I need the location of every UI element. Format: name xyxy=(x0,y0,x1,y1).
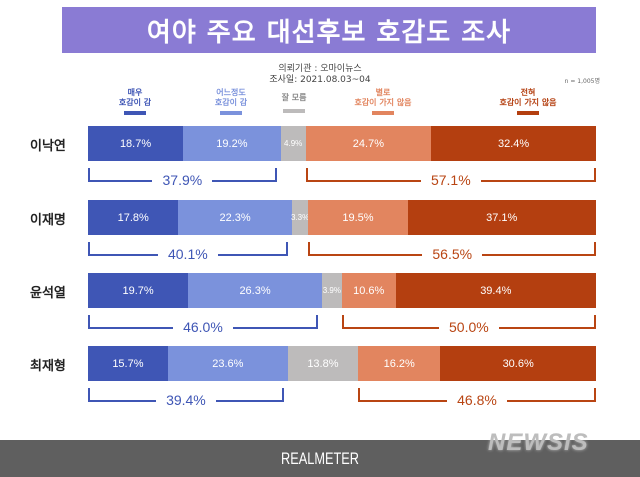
bar-segment: 4.9% xyxy=(280,126,306,161)
bar-segment: 19.2% xyxy=(183,126,281,161)
legend-label: 별로 xyxy=(375,88,391,97)
positive-total-label: 39.4% xyxy=(155,392,216,408)
chart-title: 여야 주요 대선후보 호감도 조사 xyxy=(146,17,512,48)
stacked-bar: 18.7% 19.2% 4.9% 24.7% 32.4% xyxy=(88,126,596,161)
legend-swatch xyxy=(283,109,305,113)
candidate-name: 최재형 xyxy=(30,359,66,374)
bar-segment: 19.7% xyxy=(88,273,189,308)
negative-total-label: 57.1% xyxy=(420,172,481,188)
bar-segment: 3.3% xyxy=(291,200,309,235)
legend-item: 전혀 호감이 가지 않음 xyxy=(483,88,573,115)
positive-total-label: 46.0% xyxy=(172,319,233,335)
legend-label: 호감이 가지 않음 xyxy=(354,98,412,107)
bar-segment: 26.3% xyxy=(188,273,322,308)
legend-label: 매우 xyxy=(127,88,143,97)
bar-segment: 18.7% xyxy=(88,126,184,161)
legend-item: 매우 호감이 감 xyxy=(90,88,180,115)
legend-label: 전혀 xyxy=(520,88,536,97)
survey-client: 의뢰기관 : 오마이뉴스 xyxy=(278,64,362,74)
bar-segment: 3.9% xyxy=(321,273,342,308)
footer: REALMETER xyxy=(0,440,640,477)
stacked-bar: 17.8% 22.3% 3.3% 19.5% 37.1% xyxy=(88,200,596,235)
bar-segment: 17.8% xyxy=(88,200,179,235)
legend-swatch xyxy=(517,111,539,115)
positive-total-label: 37.9% xyxy=(152,172,213,188)
bar-segment: 19.5% xyxy=(308,200,408,235)
candidate-name: 윤석열 xyxy=(30,286,66,301)
legend-label: 호감이 가지 않음 xyxy=(499,98,557,107)
legend-item: 어느정도 호감이 감 xyxy=(186,88,276,115)
bar-segment: 10.6% xyxy=(341,273,396,308)
bar-segment: 39.4% xyxy=(395,273,596,308)
title-banner: 여야 주요 대선후보 호감도 조사 xyxy=(62,7,596,53)
stacked-bar: 15.7% 23.6% 13.8% 16.2% 30.6% xyxy=(88,346,596,381)
bar-segment: 16.2% xyxy=(358,346,441,381)
legend-label: 어느정도 xyxy=(216,88,246,97)
candidate-name: 이낙연 xyxy=(30,139,66,154)
legend-swatch xyxy=(220,111,242,115)
bar-segment: 30.6% xyxy=(440,346,596,381)
legend-swatch xyxy=(372,111,394,115)
bar-segment: 13.8% xyxy=(287,346,358,381)
bar-segment: 15.7% xyxy=(88,346,168,381)
bar-segment: 23.6% xyxy=(167,346,288,381)
legend-label: 잘 모름 xyxy=(281,93,307,102)
bar-segment: 32.4% xyxy=(431,126,596,161)
negative-total-label: 56.5% xyxy=(422,246,483,262)
survey-date: 조사일: 2021.08.03~04 xyxy=(269,75,371,85)
legend-item: 별로 호감이 가지 않음 xyxy=(338,88,428,115)
legend-label: 호감이 감 xyxy=(214,98,248,107)
legend-label: 호감이 감 xyxy=(118,98,152,107)
legend-swatch xyxy=(124,111,146,115)
negative-total-label: 50.0% xyxy=(438,319,499,335)
bar-segment: 22.3% xyxy=(178,200,292,235)
negative-total-label: 46.8% xyxy=(447,392,507,408)
candidate-name: 이재명 xyxy=(30,213,66,228)
watermark-logo: NEWSIS xyxy=(488,429,589,456)
positive-total-label: 40.1% xyxy=(157,246,218,262)
bar-segment: 37.1% xyxy=(407,200,596,235)
legend-item: 잘 모름 xyxy=(249,93,339,113)
stacked-bar: 19.7% 26.3% 3.9% 10.6% 39.4% xyxy=(88,273,596,308)
bar-segment: 24.7% xyxy=(305,126,432,161)
sample-size: n = 1,005명 xyxy=(564,78,600,85)
brand-logo: REALMETER xyxy=(281,449,359,468)
